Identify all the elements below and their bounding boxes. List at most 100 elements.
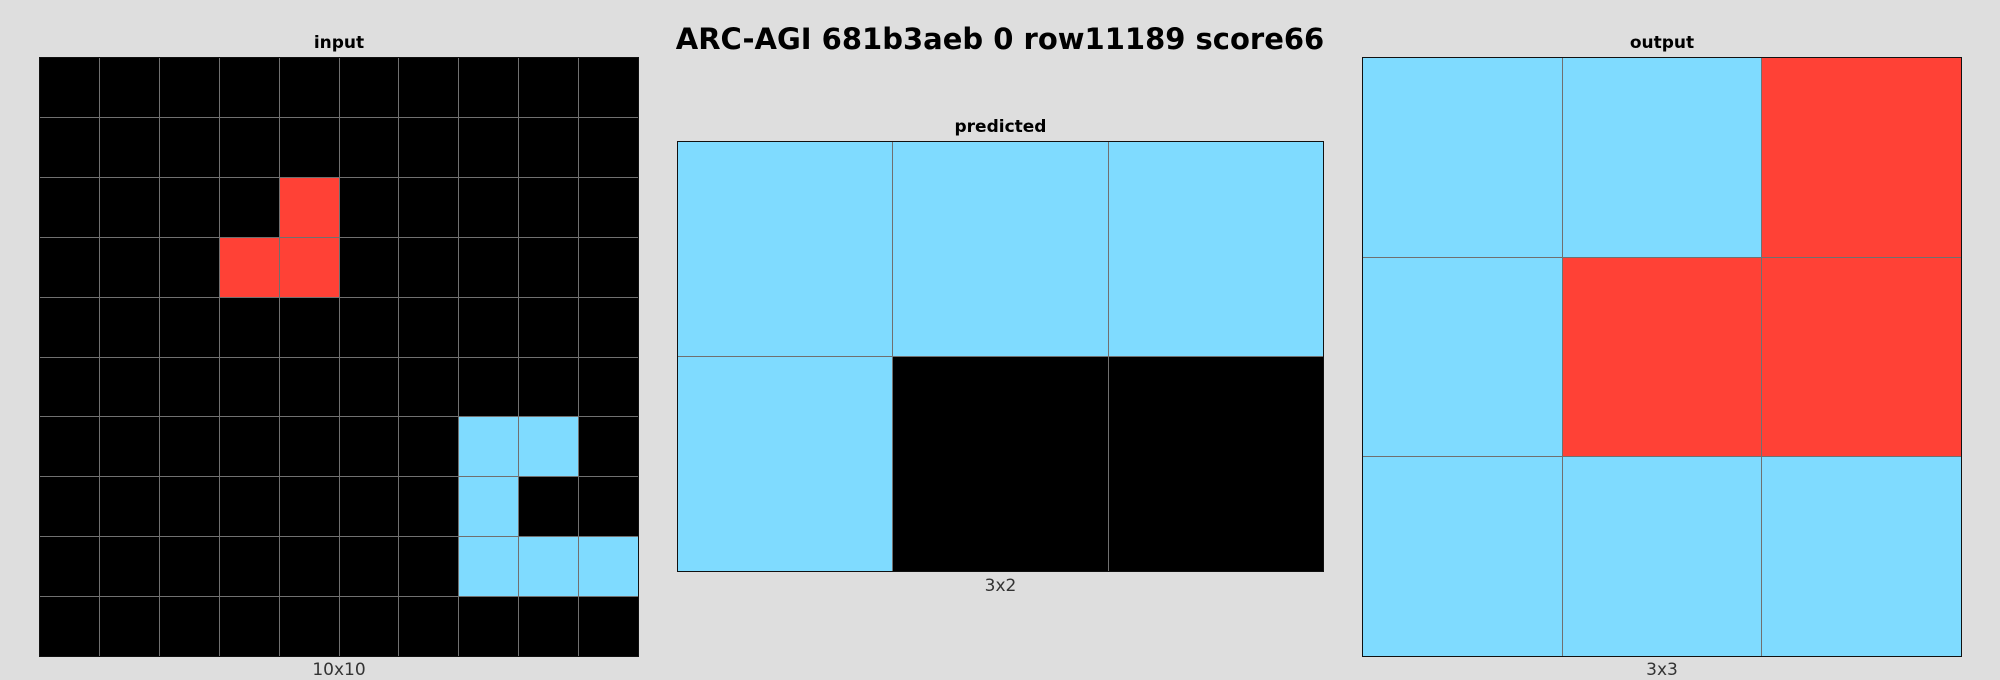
- input-cell: [579, 237, 638, 297]
- input-cell: [579, 117, 638, 177]
- input-cell: [519, 417, 579, 477]
- input-cell: [219, 417, 279, 477]
- input-cell: [99, 597, 159, 656]
- input-cell: [399, 237, 459, 297]
- input-cell: [339, 357, 399, 417]
- input-cell: [219, 357, 279, 417]
- input-cell: [159, 177, 219, 237]
- output-cell: [1762, 457, 1961, 656]
- input-cell: [459, 117, 519, 177]
- input-cell: [459, 297, 519, 357]
- input-cell: [99, 417, 159, 477]
- input-cell: [519, 297, 579, 357]
- input-cell: [99, 58, 159, 117]
- output-cell: [1562, 457, 1762, 656]
- input-cell: [339, 177, 399, 237]
- input-cell: [459, 477, 519, 537]
- input-cell: [99, 357, 159, 417]
- input-cell: [459, 177, 519, 237]
- input-cell: [459, 417, 519, 477]
- input-cell: [159, 537, 219, 597]
- input-cell: [339, 417, 399, 477]
- input-cell: [219, 177, 279, 237]
- input-cell: [579, 417, 638, 477]
- input-dims: 10x10: [312, 660, 366, 680]
- input-cell: [219, 477, 279, 537]
- input-cell: [339, 537, 399, 597]
- input-cell: [279, 58, 339, 117]
- input-cell: [40, 117, 99, 177]
- output-panel: output 3x3: [1362, 30, 1962, 680]
- output-cell: [1363, 457, 1562, 656]
- input-cell: [399, 297, 459, 357]
- input-cell: [459, 597, 519, 656]
- input-cell: [40, 597, 99, 656]
- input-panel: input 10x10: [39, 30, 639, 680]
- input-cell: [159, 357, 219, 417]
- output-cell: [1562, 58, 1762, 257]
- input-cell: [279, 597, 339, 656]
- input-grid: [39, 57, 639, 657]
- input-cell: [279, 477, 339, 537]
- input-cell: [459, 537, 519, 597]
- input-cell: [279, 177, 339, 237]
- input-cell: [339, 477, 399, 537]
- input-cell: [579, 297, 638, 357]
- output-cell: [1363, 257, 1562, 457]
- input-cell: [99, 237, 159, 297]
- input-cell: [40, 477, 99, 537]
- input-cell: [339, 117, 399, 177]
- input-cell: [219, 237, 279, 297]
- input-cell: [159, 417, 219, 477]
- predicted-cell: [893, 142, 1108, 356]
- input-cell: [339, 297, 399, 357]
- input-cell: [519, 537, 579, 597]
- input-cell: [279, 537, 339, 597]
- input-cell: [99, 117, 159, 177]
- input-cell: [40, 417, 99, 477]
- input-cell: [519, 237, 579, 297]
- input-cell: [399, 477, 459, 537]
- input-cell: [519, 58, 579, 117]
- input-cell: [99, 297, 159, 357]
- input-cell: [279, 237, 339, 297]
- input-cell: [459, 237, 519, 297]
- page-title: ARC-AGI 681b3aeb 0 row11189 score66: [675, 22, 1325, 56]
- input-cell: [579, 357, 638, 417]
- input-cell: [399, 537, 459, 597]
- input-cell: [219, 537, 279, 597]
- predicted-cell: [678, 357, 893, 571]
- predicted-cell: [1108, 357, 1323, 571]
- input-cell: [159, 297, 219, 357]
- input-cell: [159, 117, 219, 177]
- input-cell: [99, 477, 159, 537]
- input-cell: [279, 297, 339, 357]
- input-cell: [40, 357, 99, 417]
- input-cell: [399, 357, 459, 417]
- input-cell: [219, 117, 279, 177]
- input-cell: [579, 597, 638, 656]
- input-cell: [579, 58, 638, 117]
- input-cell: [579, 177, 638, 237]
- predicted-cell: [678, 142, 893, 356]
- input-cell: [399, 177, 459, 237]
- input-cell: [459, 357, 519, 417]
- input-cell: [40, 177, 99, 237]
- input-cell: [99, 177, 159, 237]
- input-cell: [219, 58, 279, 117]
- input-cell: [339, 237, 399, 297]
- input-cell: [399, 117, 459, 177]
- predicted-cell: [893, 357, 1108, 571]
- input-cell: [399, 58, 459, 117]
- output-cell: [1363, 58, 1562, 257]
- input-cell: [159, 597, 219, 656]
- input-cell: [279, 417, 339, 477]
- input-cell: [399, 597, 459, 656]
- input-cell: [579, 477, 638, 537]
- input-cell: [40, 237, 99, 297]
- predicted-dims: 3x2: [984, 576, 1017, 596]
- predicted-label: predicted: [954, 117, 1047, 137]
- input-cell: [519, 177, 579, 237]
- input-cell: [40, 58, 99, 117]
- input-cell: [99, 537, 159, 597]
